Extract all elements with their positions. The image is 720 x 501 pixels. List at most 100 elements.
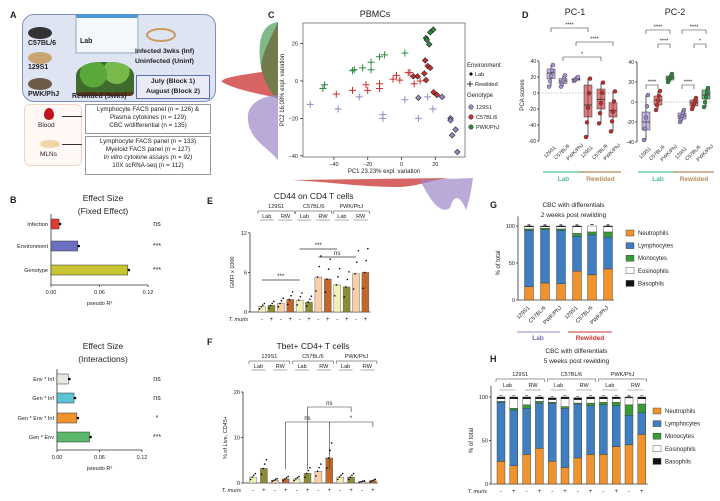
y-tick-label: 0 [485, 482, 488, 488]
data-point [546, 84, 552, 89]
category-label: Gen * Inf [32, 396, 54, 402]
data-point [329, 449, 331, 452]
legend-label: Monocytes [638, 256, 667, 262]
chart-title: CBC with differentials [542, 202, 605, 209]
bar-segment-neutrophils [573, 457, 582, 485]
chart-title: PC-1 [565, 7, 586, 17]
scatter-point-rewilded [429, 105, 437, 113]
environment-label: Lab [262, 214, 271, 220]
y-tick-label: 40 [530, 59, 536, 65]
data-point [642, 126, 648, 131]
y-tick-label: 20 [628, 80, 634, 86]
chart-title: PBMCs [360, 9, 391, 19]
legend-label: Lymphocytes [665, 422, 700, 428]
significance-bracket [645, 29, 671, 34]
infection-sign: + [589, 489, 593, 495]
scatter-point-rewilded [321, 81, 329, 89]
assay-line: Lymphocyte FACS panel (n = 133) [99, 138, 197, 145]
significance-label: *** [153, 434, 161, 441]
bar-segment-lymphocytes [496, 402, 506, 462]
scatter-point-lab [423, 36, 431, 44]
legend-rewilded-marker [467, 81, 473, 87]
bar-segment-eosinophils [509, 398, 518, 409]
y-tick-label: 50 [509, 261, 515, 267]
data-point [548, 73, 554, 79]
density-129-left [247, 95, 278, 160]
data-point [654, 103, 660, 108]
bar-segment-eosinophils [560, 398, 570, 407]
infection-sign: - [361, 488, 363, 494]
data-point [354, 272, 357, 275]
bar-segment-neutrophils [540, 282, 550, 301]
lymph-node-icon [40, 140, 60, 148]
infection-sign: + [512, 489, 516, 495]
genotype-bracket [335, 360, 378, 364]
scatter-point-lab [415, 94, 422, 102]
bar-segment-neutrophils [599, 454, 608, 485]
data-point [346, 278, 349, 281]
significance-label: **** [565, 23, 574, 29]
lab-cage-icon [75, 14, 139, 54]
data-point [273, 479, 275, 482]
bar-segment-monocytes [556, 228, 566, 231]
significance-label: * [350, 416, 353, 422]
legend-label: Eosinophils [638, 269, 669, 275]
significance-bracket [562, 56, 602, 61]
y-axis-label: PCA scores [520, 79, 526, 110]
bar [295, 299, 304, 313]
significance-label: ns [153, 376, 161, 383]
data-point [599, 90, 605, 96]
environment-label: RW [363, 364, 373, 370]
data-point [282, 297, 285, 300]
scatter-point-rewilded [416, 77, 424, 85]
bar-segment-eosinophils [556, 226, 566, 230]
data-point [271, 480, 274, 483]
legend-genotype-marker [468, 124, 474, 130]
rewilding-enclosure-icon [76, 62, 134, 96]
infection-sign: - [628, 489, 630, 495]
infection-sign: + [349, 488, 353, 494]
data-point [351, 474, 353, 477]
blood-drop-icon [44, 108, 54, 120]
uninfected-label: Uninfected (Uninf) [135, 58, 194, 65]
infection-sign: + [614, 489, 618, 495]
data-point [285, 476, 288, 479]
arrow [62, 144, 82, 145]
data-point [562, 73, 568, 78]
data-point [284, 478, 286, 480]
bar-segment-eosinophils [496, 398, 506, 402]
bar-segment-neutrophils [535, 448, 544, 485]
y-tick-label: 12 [241, 231, 247, 237]
mlns-label: MLNs [40, 151, 57, 158]
bar-segment-basophils [560, 396, 570, 399]
category-label: Gen * Env * Inf [18, 416, 55, 422]
data-point [357, 249, 360, 252]
blood-assays-box: Lymphocyte FACS panel (n = 126) & Plasma… [85, 104, 211, 134]
data-point [367, 247, 369, 250]
scatter-point-rewilded [364, 86, 372, 94]
environment-label: Lab [300, 214, 309, 220]
data-point [371, 479, 373, 482]
scatter-point-lab [447, 117, 454, 124]
genotype-label: C57BL/6 [302, 354, 323, 360]
bar-segment-neutrophils [586, 454, 595, 485]
x-tick-label: 0.00 [46, 290, 57, 296]
y-tick-label: -40 [627, 140, 634, 146]
legend-genotype-marker [468, 104, 474, 110]
bar [324, 278, 332, 313]
significance-bracket [329, 421, 374, 470]
bar-segment-neutrophils [603, 268, 613, 301]
significance-label: * [581, 52, 584, 58]
data-point [349, 476, 352, 478]
infection-sign: - [317, 317, 319, 323]
legend-label: Basophils [638, 281, 664, 287]
bar-segment-lymphocytes [624, 415, 634, 446]
scatter-point-rewilded [376, 84, 384, 92]
data-point [345, 286, 347, 288]
strain-label: PWK/PhJ [28, 91, 60, 98]
bar [286, 299, 294, 313]
scatter-point-rewilded [404, 69, 412, 77]
bar-segment-eosinophils [540, 226, 550, 229]
y-tick-label: 100 [479, 395, 488, 401]
